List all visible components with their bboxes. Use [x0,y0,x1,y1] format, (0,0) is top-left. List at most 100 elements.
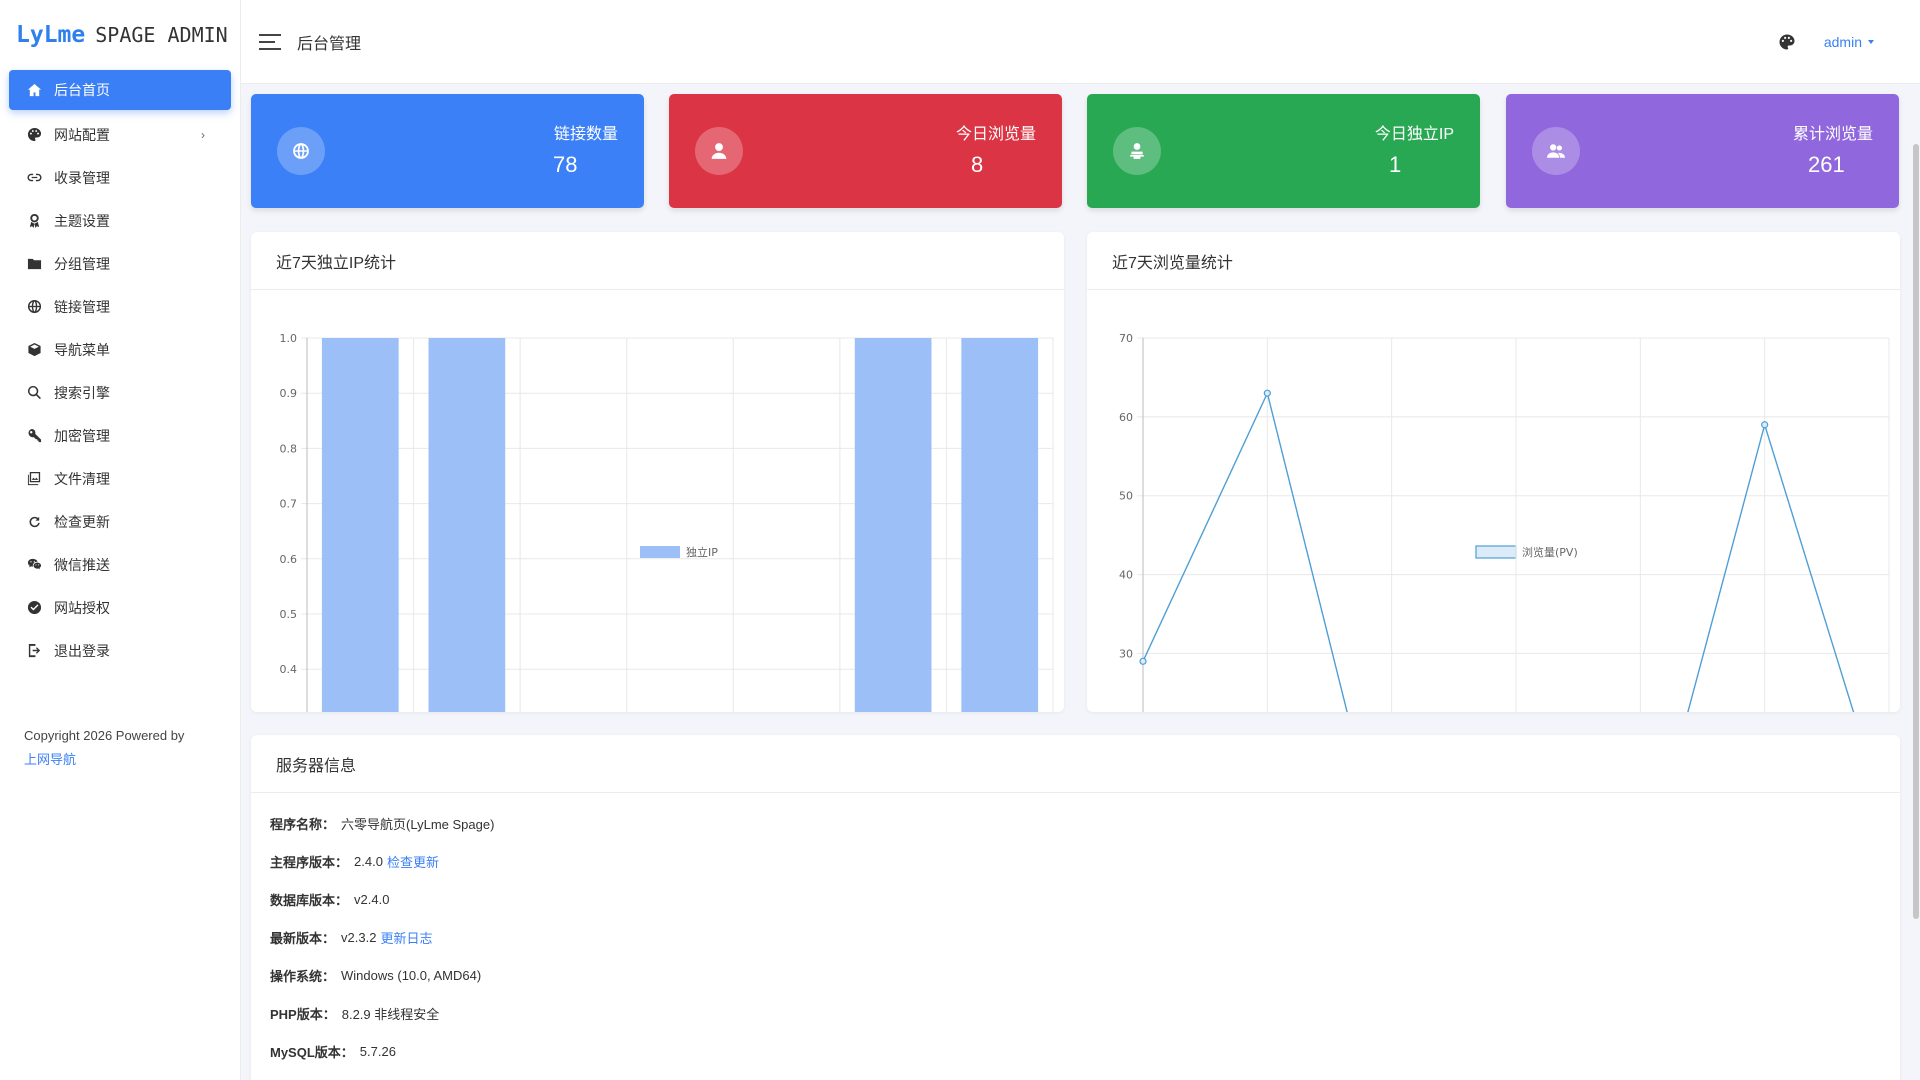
info-row: 主程序版本： 2.4.0 检查更新 [270,842,1900,880]
sidebar: LyLme SPAGE ADMIN 后台首页 网站配置 › 收录管理 主题设置 分组管理链… [0,0,241,1080]
info-value: 5.7.26 [359,1043,396,1059]
info-row: MySQL版本： 5.7.26 [270,1032,1900,1070]
stat-value: 78 [553,152,578,177]
stat-label: 今日浏览量 [955,126,1036,143]
sidebar-item-label: 退出登录 [54,642,110,659]
copyright-link[interactable]: 上网导航 [24,752,77,767]
sidebar-item-8[interactable]: 加密管理 [9,414,231,457]
data-point[interactable] [1139,657,1147,665]
sidebar-item-9[interactable]: 文件清理 [9,457,231,500]
palette-icon [26,127,42,143]
bar[interactable] [428,338,506,712]
sidebar-item-3[interactable]: 主题设置 [9,199,231,242]
brand-logo[interactable]: LyLme SPAGE ADMIN [0,0,240,70]
scrollbar[interactable] [1911,84,1920,1080]
image-icon [26,471,42,487]
sidebar-item-2[interactable]: 收录管理 [9,156,231,199]
sidebar-item-label: 搜索引擎 [54,384,110,401]
stat-value: 261 [1808,152,1845,177]
wechat-icon [26,557,42,573]
info-key: 数据库版本： [270,892,349,908]
info-row: 操作系统： Windows (10.0, AMD64) [270,956,1900,994]
y-tick-label: 30 [1119,647,1133,660]
y-tick-label: 0.5 [280,608,298,621]
y-tick-label: 0.4 [280,663,298,676]
home-icon [26,82,42,98]
stat-card-2: 今日独立IP 1 [1087,94,1480,208]
info-link[interactable]: 检查更新 [386,854,439,870]
scrollbar-thumb[interactable] [1913,144,1919,919]
y-tick-label: 0.8 [280,442,298,455]
stat-label: 累计浏览量 [1792,126,1873,143]
copyright-text: Copyright 2026 Powered by [24,728,185,743]
sidebar-item-0[interactable]: 后台首页 [9,70,231,110]
sidebar-item-label: 微信推送 [54,556,110,573]
check-circle-icon [26,600,42,616]
y-tick-label: 60 [1119,411,1133,424]
brand-sub: SPAGE ADMIN [95,23,228,47]
info-key: 主程序版本： [270,854,349,870]
y-tick-label: 40 [1119,569,1133,582]
pv-chart-title: 近7天浏览量统计 [1087,232,1900,290]
info-value: v2.4.0 [354,891,390,907]
logout-icon [26,643,42,659]
y-tick-label: 1.0 [280,332,298,345]
data-point[interactable] [1761,421,1769,429]
page-title: 后台管理 [297,35,362,53]
data-point[interactable] [1263,389,1271,397]
y-tick-label: 0.9 [280,387,298,400]
brand-name: LyLme [16,22,86,48]
ip-bar-chart: 00.10.20.30.40.50.60.70.80.91.0独立IP08-12… [280,332,1054,712]
info-key: 操作系统： [270,968,336,984]
refresh-icon [26,514,42,530]
cube-icon [26,342,42,358]
server-info-panel: 服务器信息 程序名称： 六零导航页(LyLme Spage) 主程序版本： 2.4.0… [251,735,1900,1080]
folder-icon [26,256,42,272]
legend-swatch[interactable] [1475,545,1517,559]
bar[interactable] [961,338,1039,712]
sidebar-item-7[interactable]: 搜索引擎 [9,371,231,414]
sidebar-item-label: 网站授权 [54,599,110,616]
sidebar-item-label: 网站配置 [54,126,110,143]
stat-label: 链接数量 [553,126,618,143]
menu-toggle-icon[interactable] [259,33,281,50]
stat-label: 今日独立IP [1374,126,1454,143]
sidebar-item-10[interactable]: 检查更新 [9,500,231,543]
user-menu[interactable]: admin [1824,34,1874,50]
legend-swatch[interactable] [640,546,680,558]
sidebar-item-13[interactable]: 退出登录 [9,629,231,672]
sidebar-item-12[interactable]: 网站授权 [9,586,231,629]
legend-label: 浏览量(PV) [1522,545,1578,559]
globe-icon [26,299,42,315]
y-tick-label: 50 [1119,490,1133,503]
sidebar-item-6[interactable]: 导航菜单 [9,328,231,371]
server-info-title: 服务器信息 [251,735,1900,793]
info-row: 服务器软件：nginx/1.25.2 [270,1070,1900,1080]
sidebar-item-5[interactable]: 链接管理 [9,285,231,328]
info-row: 最新版本： v2.3.2 更新日志 [270,918,1900,956]
pv-chart-panel: 近7天浏览量统计 010203040506070浏览量(PV)08-1208-1… [1087,232,1900,712]
top-header: 后台管理 admin [241,0,1920,84]
stat-card-1: 今日浏览量 8 [669,94,1062,208]
sidebar-item-4[interactable]: 分组管理 [9,242,231,285]
info-row: 程序名称： 六零导航页(LyLme Spage) [270,804,1900,842]
info-key: MySQL版本： [270,1044,354,1060]
y-tick-label: 70 [1119,332,1133,345]
bar[interactable] [321,338,399,712]
stat-card-3: 累计浏览量 261 [1506,94,1899,208]
y-tick-label: 0.7 [280,498,298,511]
info-key: 最新版本： [270,930,336,946]
sidebar-item-label: 链接管理 [54,298,110,315]
palette-icon[interactable] [1778,33,1796,51]
stat-value: 8 [971,152,984,177]
ip-chart-title: 近7天独立IP统计 [251,232,1064,290]
info-row: PHP版本： 8.2.9 非线程安全 [270,994,1900,1032]
sidebar-item-11[interactable]: 微信推送 [9,543,231,586]
server-info-list: 程序名称： 六零导航页(LyLme Spage) 主程序版本： 2.4.0 检查更新 数据… [251,793,1900,1080]
sidebar-item-1[interactable]: 网站配置 › [9,113,231,156]
info-link[interactable]: 更新日志 [380,930,433,946]
ip-chart-panel: 近7天独立IP统计 00.10.20.30.40.50.60.70.80.91.… [251,232,1064,712]
y-tick-label: 0.6 [280,553,298,566]
info-row: 数据库版本： v2.4.0 [270,880,1900,918]
bar[interactable] [854,338,932,712]
